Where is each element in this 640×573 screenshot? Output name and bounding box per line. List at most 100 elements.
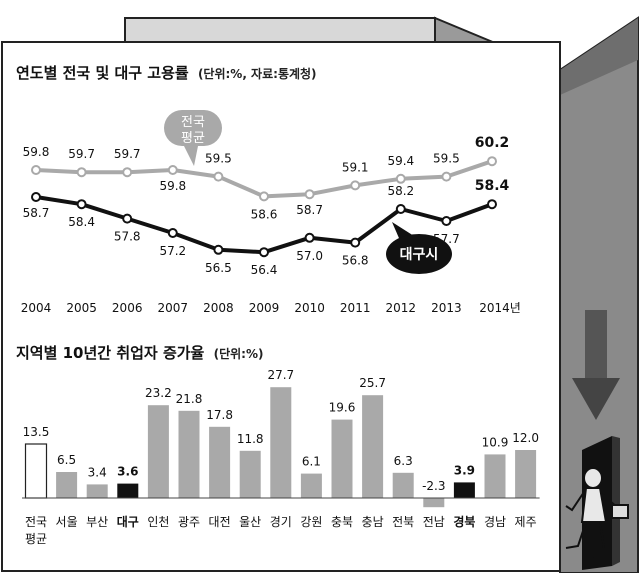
national-average-tag: 전국 평균 — [164, 110, 222, 166]
bar-value-서울: 6.5 — [57, 453, 76, 467]
line-label-daegu-2004: 58.7 — [23, 206, 50, 220]
line-label-national-2011: 59.1 — [342, 160, 369, 174]
line-point-national-2010 — [304, 189, 315, 200]
line-point-national-2007 — [167, 165, 178, 175]
line-point-daegu-2005 — [76, 199, 87, 210]
line-labels-group: 59.8 59.7 59.7 59.8 59.5 58.6 58.7 59.1 59.4 59.5… — [23, 135, 510, 277]
line-label-daegu-2005: 58.4 — [68, 215, 95, 229]
bar-부산 — [86, 484, 108, 498]
year-tick-2005: 2005 — [66, 301, 97, 315]
line-label-national-2008: 59.5 — [205, 152, 232, 166]
bar-광주 — [178, 410, 200, 498]
year-tick-2006: 2006 — [112, 301, 143, 315]
year-ticks-group: 2004 2005 2006 2007 2008 2009 2010 2011 2012 2013… — [21, 301, 521, 315]
bar-전북 — [392, 472, 414, 498]
bar-group: 13.5 전국 평균 6.5 서울 3.4 부산 3.6 대구 23.2 인천 21.8 광주 17.8 대… — [22, 368, 540, 546]
bar-경남 — [484, 454, 506, 498]
line-point-national-2008 — [213, 171, 224, 182]
line-point-national-2011 — [350, 180, 361, 191]
bar-value-울산: 11.8 — [237, 432, 264, 446]
year-tick-2007: 2007 — [158, 301, 189, 315]
room-top-wall — [124, 17, 436, 43]
bar-category-부산: 부산 — [86, 515, 108, 529]
line-point-daegu-2004 — [31, 192, 41, 202]
line-series-group — [31, 156, 497, 258]
line-label-national-2009: 58.6 — [251, 207, 278, 221]
bar-value-대구: 3.6 — [117, 465, 138, 479]
line-point-daegu-2010 — [304, 232, 315, 243]
line-label-daegu-2009: 56.4 — [251, 263, 278, 277]
bar-전국-평균 — [24, 443, 48, 499]
line-point-daegu-2006 — [122, 213, 133, 224]
line-point-national-2004 — [31, 165, 41, 175]
line-label-daegu-2007: 57.2 — [159, 244, 186, 258]
bar-value-전국-평균: 13.5 — [23, 425, 50, 439]
line-point-national-2009 — [259, 191, 269, 202]
bar-category-제주: 제주 — [515, 515, 537, 529]
bar-value-경기: 27.7 — [267, 368, 294, 382]
bar-value-제주: 12.0 — [512, 431, 539, 445]
bar-category-충남: 충남 — [362, 515, 384, 529]
bar-제주 — [515, 450, 537, 498]
bar-서울 — [56, 472, 78, 498]
line-point-daegu-2007 — [167, 228, 178, 238]
line-point-national-2006 — [122, 167, 133, 178]
bar-value-경북: 3.9 — [454, 463, 475, 477]
line-point-national-2014 — [487, 156, 497, 167]
line-point-daegu-2014 — [487, 199, 497, 210]
daegu-tag: 대구시 — [386, 222, 452, 274]
bar-category-광주: 광주 — [178, 515, 200, 529]
bar-category-인천: 인천 — [147, 514, 169, 529]
line-label-daegu-2010: 57.0 — [296, 249, 323, 263]
bar-value-부산: 3.4 — [88, 465, 107, 479]
bar-충남 — [362, 395, 384, 498]
line-point-national-2005 — [76, 167, 87, 178]
bar-value-경남: 10.9 — [482, 435, 509, 449]
line-label-national-2014: 60.2 — [475, 135, 510, 151]
bar-value-대전: 17.8 — [206, 408, 233, 422]
bar-category-경남: 경남 — [484, 515, 506, 529]
bar-category-전남: 전남 — [423, 515, 445, 529]
bar-강원 — [300, 473, 322, 498]
line-label-daegu-2012: 58.2 — [387, 184, 414, 198]
line-label-daegu-2011: 56.8 — [342, 254, 369, 268]
bar-전남 — [423, 498, 445, 508]
bar-value-인천: 23.2 — [145, 386, 172, 400]
line-label-national-2005: 59.7 — [68, 147, 95, 161]
line-label-national-2006: 59.7 — [114, 147, 141, 161]
year-tick-2009: 2009 — [249, 301, 280, 315]
bar-category-서울: 서울 — [56, 515, 78, 529]
year-tick-2011: 2011 — [340, 301, 371, 315]
bar-category-전국-평균: 전국 평균 — [25, 515, 47, 546]
line-label-national-2013: 59.5 — [433, 152, 460, 166]
bar-category-대구: 대구 — [117, 515, 139, 529]
line-point-daegu-2008 — [213, 244, 224, 255]
line-label-national-2012: 59.4 — [387, 154, 414, 168]
national-tag-line-2: 평균 — [181, 131, 205, 146]
walking-man-with-briefcase-icon — [565, 467, 629, 559]
line-label-national-2007: 59.8 — [159, 179, 186, 193]
line-point-daegu-2009 — [259, 247, 269, 258]
bar-울산 — [239, 450, 261, 498]
year-tick-2012: 2012 — [386, 301, 417, 315]
bar-category-경북: 경북 — [453, 515, 475, 529]
bar-value-전남: -2.3 — [422, 479, 445, 493]
line-point-national-2012 — [395, 173, 406, 184]
bar-경기 — [270, 387, 292, 498]
line-chart-title: 연도별 전국 및 대구 고용률 (단위:%, 자료:통계청) — [16, 64, 317, 82]
national-tag-line-1: 전국 — [181, 115, 205, 130]
line-point-daegu-2012 — [395, 204, 406, 214]
bar-category-전북: 전북 — [392, 515, 414, 529]
year-tick-2014: 2014년 — [479, 301, 521, 315]
line-label-daegu-2006: 57.8 — [114, 230, 141, 244]
bar-value-충북: 19.6 — [329, 401, 356, 415]
line-label-daegu-2008: 56.5 — [205, 261, 232, 275]
room-side-shade — [560, 18, 638, 95]
bar-경북 — [453, 482, 475, 498]
bar-category-충북: 충북 — [331, 515, 353, 529]
bar-대구 — [117, 483, 139, 498]
year-tick-2010: 2010 — [294, 301, 325, 315]
bar-chart-note: (단위:%) — [214, 346, 264, 361]
